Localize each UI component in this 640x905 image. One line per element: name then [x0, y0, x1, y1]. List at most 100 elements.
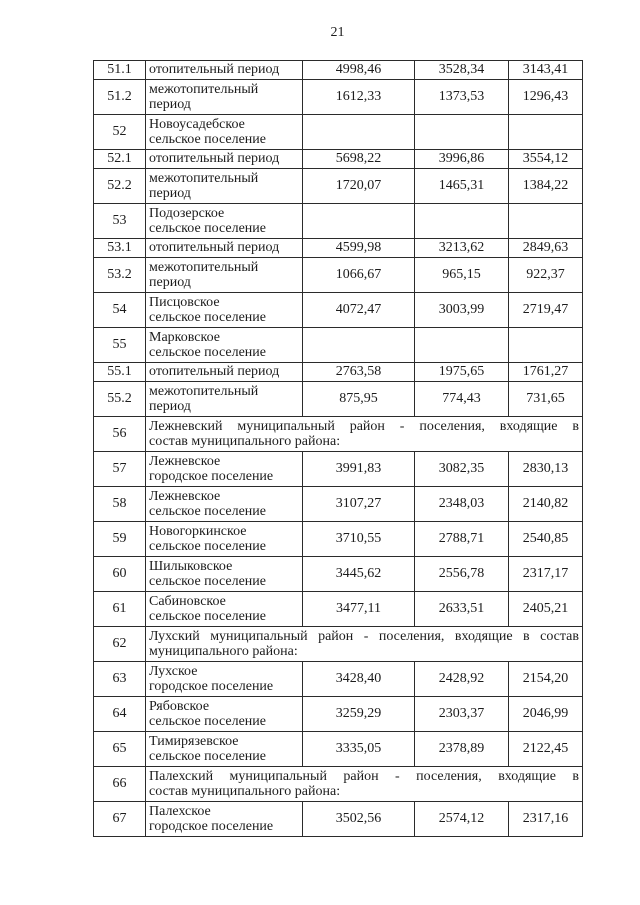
table-row: 57 Лежневское городское поселение 3991,83 3… [93, 451, 583, 487]
row-number-cell: 62 [93, 626, 146, 662]
row-name-cell: Шилыковское сельское поселение [145, 556, 303, 592]
value-cell [302, 114, 415, 150]
value-cell: 2633,51 [414, 591, 509, 627]
table-row: 51.1 отопительный период 4998,46 3528,34 314… [93, 60, 583, 80]
value-cell: 4998,46 [302, 60, 415, 80]
table-row: 52.2 межотопительный период 1720,07 1465,31… [93, 168, 583, 204]
row-number-cell: 53.2 [93, 257, 146, 293]
value-cell: 731,65 [508, 381, 583, 417]
table-row: 53 Подозерское сельское поселение [93, 203, 583, 239]
row-name-cell: межотопительный период [145, 257, 303, 293]
value-cell: 2122,45 [508, 731, 583, 767]
row-number-cell: 66 [93, 766, 146, 802]
value-cell: 3477,11 [302, 591, 415, 627]
row-name-cell: Лухское городское поселение [145, 661, 303, 697]
row-number-cell: 60 [93, 556, 146, 592]
value-cell: 2849,63 [508, 238, 583, 258]
value-cell: 1066,67 [302, 257, 415, 293]
value-cell: 1373,53 [414, 79, 509, 115]
row-name-cell: Рябовское сельское поселение [145, 696, 303, 732]
value-cell: 3528,34 [414, 60, 509, 80]
table-row: 59 Новогоркинское сельское поселение 3710,… [93, 521, 583, 557]
district-heading-cell: Лежневский муниципальный район - поселен… [145, 416, 583, 452]
row-name-cell: Новоусадебское сельское поселение [145, 114, 303, 150]
table-row: 55.1 отопительный период 2763,58 1975,65 176… [93, 362, 583, 382]
page-number: 21 [330, 25, 345, 40]
value-cell: 1975,65 [414, 362, 509, 382]
district-heading-cell: Палехский муниципальный район - поселени… [145, 766, 583, 802]
value-cell: 2154,20 [508, 661, 583, 697]
table-row: 53.2 межотопительный период 1066,67 965,15 9… [93, 257, 583, 293]
value-cell [302, 203, 415, 239]
value-cell: 3554,12 [508, 149, 583, 169]
row-number-cell: 63 [93, 661, 146, 697]
row-number-cell: 53.1 [93, 238, 146, 258]
value-cell: 5698,22 [302, 149, 415, 169]
row-number-cell: 51.1 [93, 60, 146, 80]
row-number-cell: 65 [93, 731, 146, 767]
value-cell: 3710,55 [302, 521, 415, 557]
table-row: 60 Шилыковское сельское поселение 3445,62 2… [93, 556, 583, 592]
row-number-cell: 52 [93, 114, 146, 150]
value-cell [508, 327, 583, 363]
table-row: 56 Лежневский муниципальный район - посел… [93, 416, 583, 452]
value-cell: 1296,43 [508, 79, 583, 115]
value-cell [414, 114, 509, 150]
value-cell: 3259,29 [302, 696, 415, 732]
value-cell: 2405,21 [508, 591, 583, 627]
value-cell: 2719,47 [508, 292, 583, 328]
table-row: 52 Новоусадебское сельское поселение [93, 114, 583, 150]
value-cell: 4599,98 [302, 238, 415, 258]
table-row: 52.1 отопительный период 5698,22 3996,86 355… [93, 149, 583, 169]
row-name-cell: Палехское городское поселение [145, 801, 303, 837]
value-cell: 1465,31 [414, 168, 509, 204]
table-row: 55.2 межотопительный период 875,95 774,43 73… [93, 381, 583, 417]
value-cell: 2303,37 [414, 696, 509, 732]
value-cell: 965,15 [414, 257, 509, 293]
row-number-cell: 53 [93, 203, 146, 239]
row-name-cell: Подозерское сельское поселение [145, 203, 303, 239]
row-number-cell: 56 [93, 416, 146, 452]
row-number-cell: 64 [93, 696, 146, 732]
table-row: 53.1 отопительный период 4599,98 3213,62 284… [93, 238, 583, 258]
district-heading-line: Лухский муниципальный район - поселения,… [149, 628, 579, 644]
value-cell [414, 327, 509, 363]
district-heading-line: состав муниципального района: [149, 784, 341, 799]
value-cell: 2830,13 [508, 451, 583, 487]
value-cell: 3991,83 [302, 451, 415, 487]
row-name-cell: Марковское сельское поселение [145, 327, 303, 363]
table-row: 62 Лухский муниципальный район - поселени… [93, 626, 583, 662]
value-cell: 2763,58 [302, 362, 415, 382]
value-cell: 1720,07 [302, 168, 415, 204]
value-cell: 3428,40 [302, 661, 415, 697]
value-cell: 2428,92 [414, 661, 509, 697]
value-cell: 3107,27 [302, 486, 415, 522]
row-number-cell: 52.2 [93, 168, 146, 204]
value-cell: 2317,16 [508, 801, 583, 837]
value-cell: 3445,62 [302, 556, 415, 592]
value-cell: 3082,35 [414, 451, 509, 487]
row-number-cell: 54 [93, 292, 146, 328]
row-name-cell: Сабиновское сельское поселение [145, 591, 303, 627]
value-cell: 3213,62 [414, 238, 509, 258]
table-row: 58 Лежневское сельское поселение 3107,27 23… [93, 486, 583, 522]
table-row: 66 Палехский муниципальный район - поселе… [93, 766, 583, 802]
row-name-cell: Лежневское городское поселение [145, 451, 303, 487]
value-cell: 2046,99 [508, 696, 583, 732]
row-name-cell: Лежневское сельское поселение [145, 486, 303, 522]
row-name-cell: межотопительный период [145, 79, 303, 115]
district-heading-line: Лежневский муниципальный район - поселен… [149, 418, 579, 434]
row-name-cell: межотопительный период [145, 168, 303, 204]
value-cell: 3335,05 [302, 731, 415, 767]
table-row: 51.2 межотопительный период 1612,33 1373,53… [93, 79, 583, 115]
value-cell [414, 203, 509, 239]
value-cell [508, 114, 583, 150]
row-number-cell: 51.2 [93, 79, 146, 115]
district-heading-line: состав муниципального района: [149, 434, 341, 449]
value-cell: 1761,27 [508, 362, 583, 382]
row-number-cell: 59 [93, 521, 146, 557]
value-cell: 922,37 [508, 257, 583, 293]
value-cell: 1384,22 [508, 168, 583, 204]
value-cell: 2140,82 [508, 486, 583, 522]
